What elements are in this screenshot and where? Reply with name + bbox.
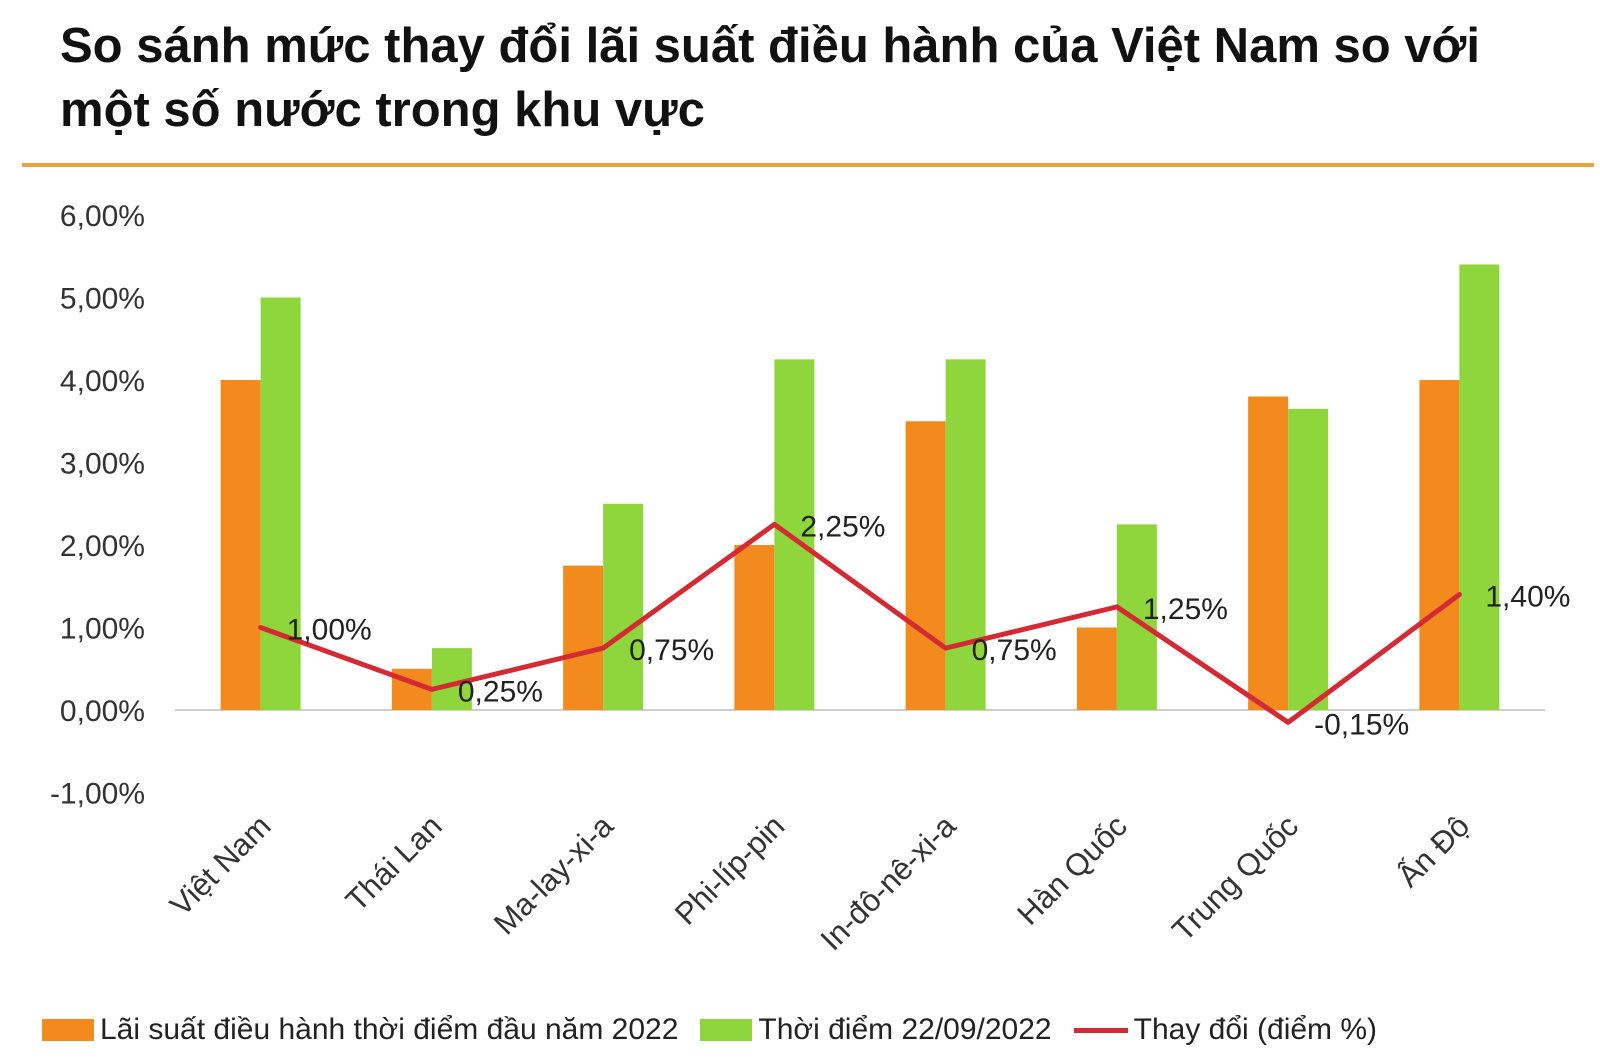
bar-22-09-2022 — [1459, 264, 1500, 710]
bar-start-2022 — [220, 380, 261, 710]
bar-22-09-2022 — [1288, 408, 1329, 710]
legend-label: Thời điểm 22/09/2022 — [758, 1013, 1052, 1046]
legend-swatch-orange — [42, 1019, 94, 1041]
bar-start-2022 — [905, 421, 946, 710]
bar-start-2022 — [563, 565, 604, 710]
bar-22-09-2022 — [260, 297, 301, 710]
legend-item-22-09-2022: Thời điểm 22/09/2022 — [700, 1013, 1052, 1047]
y-tick-label: 5,00% — [60, 283, 145, 316]
bar-start-2022 — [1248, 396, 1289, 710]
change-data-label: 1,00% — [287, 614, 372, 647]
y-tick-label: 4,00% — [60, 365, 145, 398]
x-tick-label: Ấn Độ — [1391, 808, 1477, 894]
change-data-label: 1,25% — [1143, 593, 1228, 626]
x-tick-label: Thái Lan — [339, 808, 449, 918]
y-tick-label: 3,00% — [60, 448, 145, 481]
y-tick-label: 2,00% — [60, 530, 145, 563]
legend-item-change: Thay đổi (điểm %) — [1073, 1013, 1378, 1047]
chart-plot: -1,00% 0,00% 1,00% 2,00% 3,00% 4,00% 5,00% 6,00… — [50, 200, 1571, 958]
x-tick-label: Phi-líp-pin — [668, 808, 791, 931]
title-divider — [22, 163, 1594, 167]
bar-22-09-2022 — [1116, 524, 1157, 710]
bar-start-2022 — [1076, 627, 1117, 710]
change-data-label: 1,40% — [1485, 581, 1570, 614]
legend-swatch-line — [1073, 1027, 1128, 1033]
y-tick-label: 6,00% — [60, 200, 145, 233]
x-tick-label: Ma-lay-xi-a — [487, 808, 621, 942]
x-tick-label: Việt Nam — [163, 808, 277, 922]
bar-22-09-2022 — [774, 359, 815, 710]
change-data-label: 2,25% — [800, 510, 885, 543]
x-tick-label: Hàn Quốc — [1010, 808, 1133, 931]
x-tick-label: Trung Quốc — [1165, 808, 1305, 948]
bar-22-09-2022 — [945, 359, 986, 710]
legend-swatch-green — [700, 1019, 753, 1041]
bar-22-09-2022 — [603, 503, 644, 710]
legend-label: Lãi suất điều hành thời điểm đầu năm 202… — [100, 1013, 679, 1046]
y-tick-label: 1,00% — [60, 613, 145, 646]
change-data-label: 0,25% — [458, 675, 543, 708]
legend-item-start-2022: Lãi suất điều hành thời điểm đầu năm 202… — [42, 1013, 678, 1047]
change-data-label: 0,75% — [972, 634, 1057, 667]
change-line — [258, 521, 1462, 725]
bar-start-2022 — [1419, 380, 1460, 710]
legend-label: Thay đổi (điểm %) — [1133, 1013, 1378, 1046]
legend: Lãi suất điều hành thời điểm đầu năm 202… — [42, 1008, 1399, 1052]
y-tick-label: 0,00% — [60, 695, 145, 728]
change-data-label: 0,75% — [629, 634, 714, 667]
chart-title: So sánh mức thay đổi lãi suất điều hành … — [60, 19, 1480, 137]
x-tick-label: In-đô-nê-xi-a — [814, 808, 964, 958]
bar-start-2022 — [734, 545, 775, 710]
change-data-label: -0,15% — [1314, 708, 1409, 741]
y-tick-label: -1,00% — [50, 778, 145, 811]
